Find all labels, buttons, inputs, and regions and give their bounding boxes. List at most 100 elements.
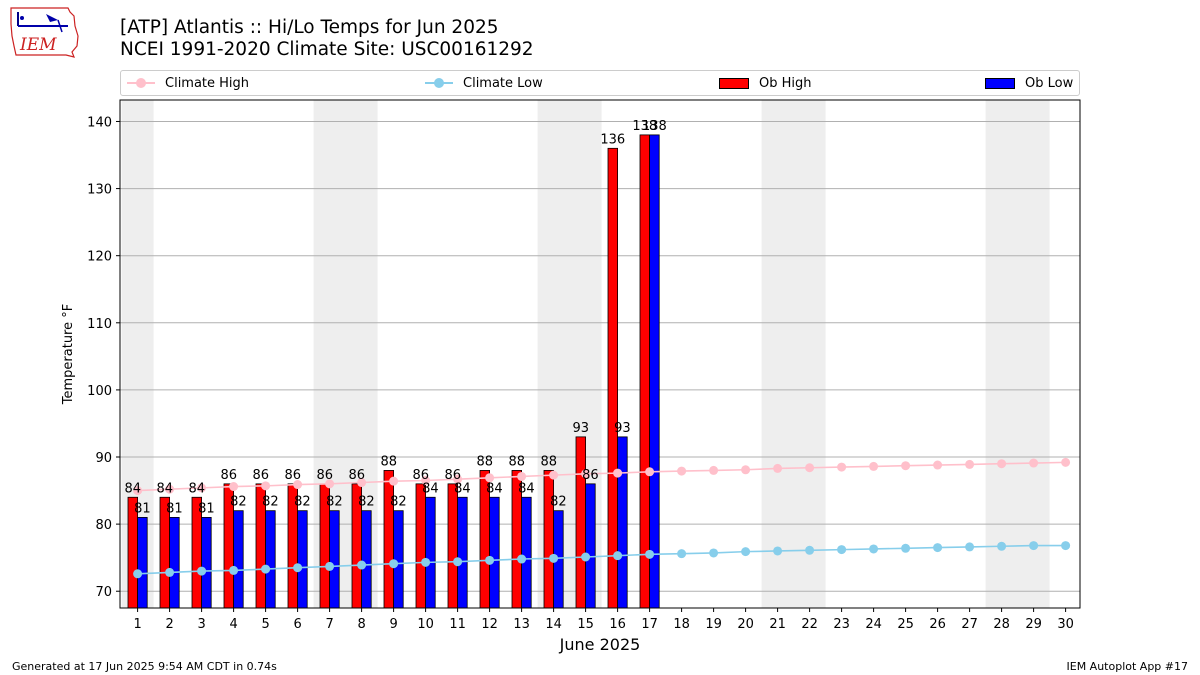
climate-high-point bbox=[933, 460, 943, 470]
climate-high-point bbox=[165, 484, 175, 494]
x-tick-label: 19 bbox=[705, 617, 722, 632]
legend-label: Ob High bbox=[759, 75, 812, 91]
climate-low-point bbox=[293, 563, 303, 573]
y-tick-label: 140 bbox=[87, 115, 112, 130]
climate-high-point bbox=[1061, 457, 1071, 467]
climate-low-point bbox=[517, 554, 527, 564]
x-tick-label: 2 bbox=[165, 617, 173, 632]
ob-high-bar bbox=[447, 483, 459, 609]
climate-high-point bbox=[581, 469, 591, 479]
climate-high-line bbox=[137, 461, 1066, 492]
climate-high-point bbox=[293, 480, 303, 490]
climate-high-point bbox=[901, 461, 911, 471]
legend-item-ob-low: Ob Low bbox=[985, 71, 1073, 95]
y-tick-label: 110 bbox=[87, 317, 112, 332]
ob-low-bar bbox=[233, 510, 244, 609]
climate-low-point bbox=[709, 548, 719, 558]
x-tick-label: 28 bbox=[993, 617, 1010, 632]
y-tick-label: 100 bbox=[87, 384, 112, 399]
legend-item-climate-low: Climate Low bbox=[425, 71, 543, 95]
legend-box-icon bbox=[719, 77, 749, 89]
climate-high-point bbox=[133, 486, 143, 496]
ob-high-label: 86 bbox=[317, 468, 334, 483]
x-tick-label: 23 bbox=[833, 617, 850, 632]
climate-low-point bbox=[261, 564, 271, 574]
climate-high-point bbox=[517, 471, 527, 481]
ob-low-label: 82 bbox=[262, 495, 279, 510]
climate-high-point bbox=[485, 473, 495, 483]
climate-low-point bbox=[645, 549, 655, 559]
climate-low-point bbox=[869, 544, 879, 554]
weekend-band bbox=[761, 100, 826, 608]
ob-low-label: 84 bbox=[518, 481, 535, 496]
climate-low-point bbox=[837, 545, 847, 555]
x-tick-label: 12 bbox=[481, 617, 498, 632]
ob-high-bar bbox=[543, 470, 555, 609]
x-tick-label: 9 bbox=[389, 617, 397, 632]
ob-low-label: 138 bbox=[642, 119, 667, 134]
climate-low-point bbox=[1029, 541, 1039, 551]
ob-high-label: 93 bbox=[573, 421, 590, 436]
ob-low-bar bbox=[489, 496, 500, 609]
x-tick-label: 15 bbox=[577, 617, 594, 632]
x-tick-label: 5 bbox=[261, 617, 269, 632]
ob-high-bar bbox=[415, 483, 427, 609]
ob-high-label: 88 bbox=[381, 454, 398, 469]
ob-low-bar bbox=[521, 496, 532, 609]
iem-logo-text: IEM bbox=[19, 35, 57, 55]
x-tick-label: 21 bbox=[769, 617, 786, 632]
ob-low-bar bbox=[201, 517, 212, 609]
climate-low-point bbox=[677, 549, 687, 559]
climate-low-point bbox=[421, 557, 431, 567]
ob-low-label: 81 bbox=[134, 501, 151, 516]
x-tick-label: 10 bbox=[417, 617, 434, 632]
climate-low-point bbox=[613, 551, 623, 561]
climate-low-point bbox=[805, 545, 815, 555]
climate-low-point bbox=[549, 553, 559, 563]
ob-low-bar bbox=[169, 517, 180, 609]
x-tick-label: 4 bbox=[229, 617, 237, 632]
ob-low-bar bbox=[297, 510, 308, 609]
x-tick-label: 1 bbox=[133, 617, 141, 632]
climate-low-point bbox=[325, 561, 335, 571]
x-tick-label: 20 bbox=[737, 617, 754, 632]
legend-box-icon bbox=[985, 77, 1015, 89]
footer-generated: Generated at 17 Jun 2025 9:54 AM CDT in … bbox=[12, 660, 277, 673]
climate-low-point bbox=[197, 566, 207, 576]
climate-high-point bbox=[197, 483, 207, 493]
climate-low-point bbox=[485, 555, 495, 565]
ob-low-bar bbox=[425, 496, 436, 609]
ob-low-bar bbox=[617, 436, 628, 609]
footer-app: IEM Autoplot App #17 bbox=[1066, 660, 1189, 673]
legend-label: Ob Low bbox=[1025, 75, 1074, 91]
climate-high-point bbox=[837, 462, 847, 472]
x-tick-label: 24 bbox=[865, 617, 882, 632]
ob-low-label: 82 bbox=[294, 495, 311, 510]
ob-low-bar bbox=[649, 134, 660, 609]
weather-station-icon bbox=[17, 12, 68, 33]
ob-high-bar bbox=[575, 436, 587, 609]
climate-low-point bbox=[901, 543, 911, 553]
ob-low-label: 82 bbox=[358, 495, 375, 510]
climate-high-point bbox=[261, 481, 271, 491]
climate-high-point bbox=[709, 465, 719, 475]
climate-high-point bbox=[773, 463, 783, 473]
x-tick-label: 17 bbox=[641, 617, 658, 632]
ob-high-label: 86 bbox=[253, 468, 270, 483]
climate-high-point bbox=[805, 463, 815, 473]
ob-low-label: 82 bbox=[550, 495, 567, 510]
climate-low-point bbox=[965, 542, 975, 552]
ob-low-label: 82 bbox=[230, 495, 247, 510]
climate-high-point bbox=[549, 470, 559, 480]
x-tick-label: 8 bbox=[357, 617, 365, 632]
ob-high-label: 84 bbox=[125, 481, 142, 496]
y-tick-label: 130 bbox=[87, 183, 112, 198]
climate-high-point bbox=[389, 476, 399, 486]
ob-low-label: 82 bbox=[326, 495, 343, 510]
plot-frame bbox=[119, 99, 1081, 609]
ob-high-bar bbox=[639, 134, 651, 609]
climate-high-point bbox=[741, 465, 751, 475]
ob-high-label: 138 bbox=[632, 119, 657, 134]
climate-low-point bbox=[165, 567, 175, 577]
